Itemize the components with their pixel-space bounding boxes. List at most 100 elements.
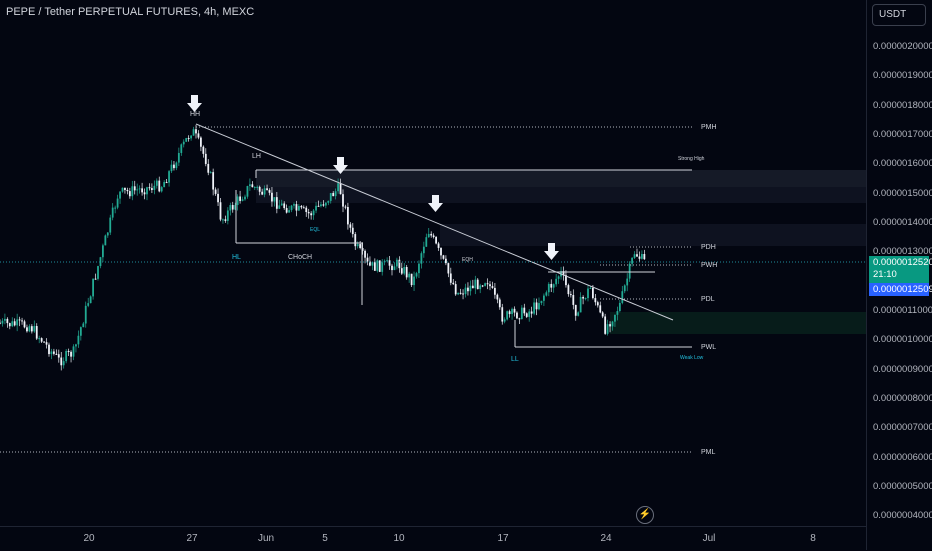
- candle-body: [84, 305, 87, 324]
- candle-body: [28, 326, 31, 332]
- price-chart[interactable]: HH LH HL CHoCH EQL EQH LL PMH Strong Hig…: [0, 0, 866, 526]
- candle-body: [226, 210, 229, 221]
- candle-body: [72, 346, 75, 357]
- candle-body: [320, 204, 322, 207]
- candle-body: [592, 287, 594, 299]
- candle-body: [6, 318, 9, 324]
- trendline: [195, 123, 674, 321]
- candle-body: [26, 327, 28, 332]
- candle-body: [21, 320, 23, 322]
- candle-body: [275, 197, 278, 209]
- candle-body: [295, 204, 298, 211]
- candle-body: [545, 292, 548, 296]
- candle-body: [195, 129, 197, 134]
- price-tick-label: 0.0000016000: [873, 158, 932, 170]
- candle-body: [359, 244, 362, 248]
- candle-body: [280, 203, 283, 206]
- candle-body: [628, 263, 631, 279]
- label-ll: LL: [511, 356, 519, 363]
- candle-body: [290, 205, 293, 211]
- candle-body: [525, 313, 528, 317]
- candle-body: [116, 198, 119, 208]
- candle-body: [334, 191, 337, 197]
- candle-body: [236, 196, 239, 206]
- candle-body: [300, 205, 303, 208]
- candle-body: [23, 321, 26, 328]
- candle-body: [543, 295, 545, 301]
- candle-body: [70, 351, 72, 357]
- lightning-icon[interactable]: ⚡: [636, 506, 654, 524]
- candle-body: [445, 258, 447, 264]
- candle-body: [479, 285, 482, 290]
- candle-body: [513, 308, 516, 313]
- candle-body: [43, 341, 45, 343]
- candle-body: [285, 208, 288, 213]
- candle-body: [506, 311, 509, 320]
- countdown-timer: 21:10: [873, 269, 897, 280]
- candle-body: [636, 254, 638, 257]
- candle-body: [393, 266, 396, 271]
- candle-body: [626, 278, 629, 286]
- candle-body: [153, 185, 156, 190]
- label-eql: EQL: [310, 227, 320, 233]
- candle-body: [618, 302, 621, 311]
- candle-body: [616, 310, 619, 315]
- chart-canvas[interactable]: HH LH HL CHoCH EQL EQH LL PMH Strong Hig…: [0, 0, 866, 526]
- candle-body: [202, 146, 205, 154]
- candle-body: [405, 267, 408, 278]
- candle-body: [400, 268, 403, 274]
- candle-body: [469, 285, 472, 292]
- currency-button[interactable]: USDT: [872, 4, 926, 26]
- candle-body: [498, 299, 501, 308]
- candle-body: [594, 298, 597, 303]
- candle-body: [508, 311, 511, 315]
- candle-body: [481, 285, 484, 287]
- candle-body: [437, 243, 440, 248]
- candle-body: [376, 260, 379, 271]
- candle-body: [99, 257, 102, 267]
- price-tick-label: 0.0000019000: [873, 70, 932, 82]
- candle-body: [143, 192, 146, 195]
- candle-body: [329, 193, 332, 201]
- candle-body: [511, 308, 513, 315]
- candle-body: [87, 303, 90, 306]
- candle-body: [410, 273, 413, 286]
- candle-body: [547, 283, 550, 293]
- candle-body: [430, 233, 433, 236]
- time-axis[interactable]: [0, 526, 866, 551]
- candle-body: [621, 291, 624, 303]
- candle-body: [471, 285, 474, 289]
- candle-body: [182, 141, 185, 145]
- candle-body: [263, 188, 266, 195]
- candle-body: [312, 210, 315, 216]
- candle-body: [266, 188, 268, 191]
- candle-body: [53, 351, 55, 354]
- time-tick-label: 27: [186, 533, 198, 544]
- candle-body: [579, 296, 582, 313]
- candle-body: [55, 353, 58, 355]
- candle-body: [449, 273, 452, 283]
- candle-body: [550, 283, 553, 288]
- time-tick-label: 24: [600, 533, 612, 544]
- candle-body: [373, 262, 376, 271]
- candle-body: [633, 254, 636, 258]
- candle-body: [239, 196, 241, 201]
- candle-body: [601, 312, 604, 317]
- candle-body: [0, 322, 1, 324]
- candle-body: [170, 164, 173, 172]
- candle-body: [175, 162, 178, 169]
- candle-body: [623, 285, 626, 292]
- candle-body: [114, 207, 117, 209]
- candle-body: [307, 212, 310, 214]
- candle-body: [523, 307, 526, 314]
- candle-body: [557, 276, 560, 279]
- candle-body: [462, 293, 464, 295]
- candle-body: [11, 321, 14, 327]
- candle-body: [589, 287, 592, 289]
- candle-body: [452, 282, 455, 285]
- candle-body: [354, 234, 357, 247]
- candle-body: [422, 246, 425, 254]
- candle-body: [344, 206, 347, 208]
- candle-body: [133, 186, 136, 191]
- candle-body: [364, 250, 366, 258]
